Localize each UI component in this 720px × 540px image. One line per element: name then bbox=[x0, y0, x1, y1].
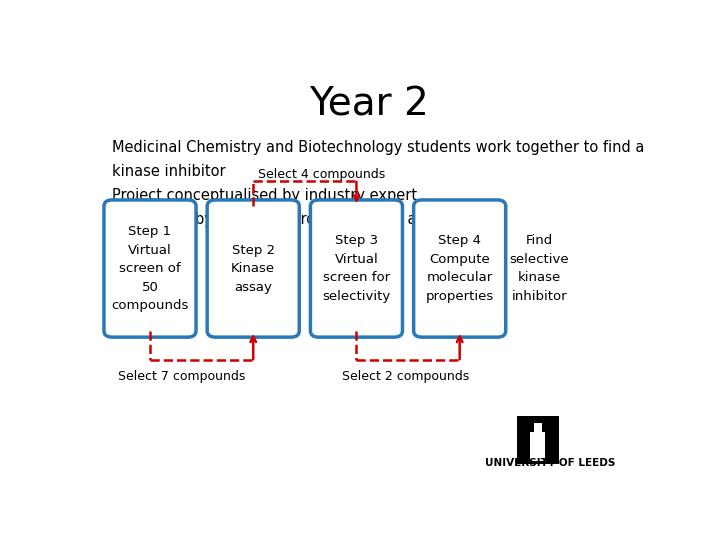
Text: Step 3
Virtual
screen for
selectivity: Step 3 Virtual screen for selectivity bbox=[323, 234, 390, 303]
FancyBboxPatch shape bbox=[517, 416, 559, 464]
Text: UNIVERSITY OF LEEDS: UNIVERSITY OF LEEDS bbox=[485, 458, 616, 468]
FancyBboxPatch shape bbox=[207, 200, 300, 337]
Text: Developed by final year project student and postdoc: Developed by final year project student … bbox=[112, 212, 498, 227]
Text: kinase inhibitor: kinase inhibitor bbox=[112, 164, 226, 179]
FancyBboxPatch shape bbox=[104, 200, 196, 337]
Text: Select 4 compounds: Select 4 compounds bbox=[258, 168, 385, 181]
Text: Select 7 compounds: Select 7 compounds bbox=[118, 370, 246, 383]
Text: Step 1
Virtual
screen of
50
compounds: Step 1 Virtual screen of 50 compounds bbox=[112, 225, 189, 312]
Text: Step 2
Kinase
assay: Step 2 Kinase assay bbox=[231, 244, 275, 294]
Text: Step 4
Compute
molecular
properties: Step 4 Compute molecular properties bbox=[426, 234, 494, 303]
FancyBboxPatch shape bbox=[531, 432, 545, 461]
FancyBboxPatch shape bbox=[534, 423, 542, 432]
Text: Project conceptualised by industry expert: Project conceptualised by industry exper… bbox=[112, 188, 418, 203]
FancyBboxPatch shape bbox=[413, 200, 505, 337]
Text: Select 2 compounds: Select 2 compounds bbox=[342, 370, 469, 383]
Text: Medicinal Chemistry and Biotechnology students work together to find a: Medicinal Chemistry and Biotechnology st… bbox=[112, 140, 644, 154]
Text: Year 2: Year 2 bbox=[309, 85, 429, 124]
FancyBboxPatch shape bbox=[310, 200, 402, 337]
Text: Find
selective
kinase
inhibitor: Find selective kinase inhibitor bbox=[509, 234, 569, 303]
